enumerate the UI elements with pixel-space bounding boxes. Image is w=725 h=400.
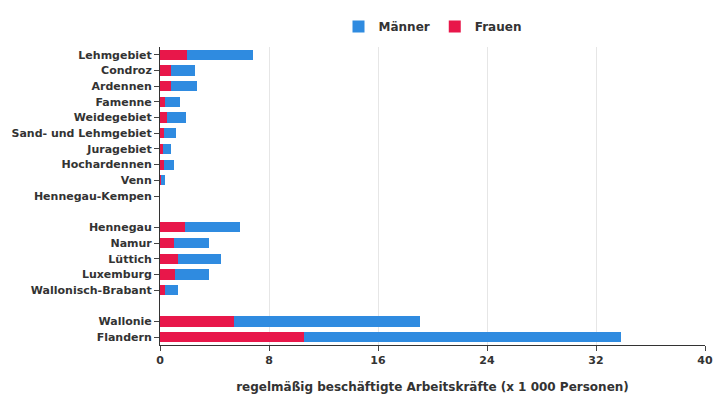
svg-text:Lüttich: Lüttich [108,253,151,266]
svg-text:Flandern: Flandern [97,331,152,344]
svg-text:32: 32 [588,354,603,367]
svg-text:Juragebiet: Juragebiet [86,143,151,156]
svg-text:Condroz: Condroz [101,64,152,77]
svg-text:Namur: Namur [110,237,152,250]
svg-text:Famenne: Famenne [95,96,151,109]
svg-text:Ardennen: Ardennen [92,80,152,93]
svg-text:16: 16 [370,354,386,367]
svg-text:Hochardennen: Hochardennen [62,158,152,171]
svg-text:Frauen: Frauen [475,20,522,34]
svg-text:Wallonie: Wallonie [98,315,151,328]
svg-text:Hennegau-Kempen: Hennegau-Kempen [34,190,152,203]
svg-text:24: 24 [479,354,495,367]
svg-text:Venn: Venn [121,174,152,187]
svg-text:regelmäßig beschäftigte Arbeit: regelmäßig beschäftigte Arbeitskräfte (x… [236,380,629,394]
svg-text:Weidegebiet: Weidegebiet [74,111,152,124]
svg-text:40: 40 [697,354,713,367]
svg-text:Sand- und Lehmgebiet: Sand- und Lehmgebiet [12,127,152,140]
svg-text:0: 0 [156,354,164,367]
svg-text:Luxemburg: Luxemburg [82,268,152,281]
svg-text:Männer: Männer [379,20,430,34]
svg-text:Wallonisch-Brabant: Wallonisch-Brabant [31,284,152,297]
svg-text:8: 8 [265,354,273,367]
svg-text:Lehmgebiet: Lehmgebiet [78,49,151,62]
svg-text:Hennegau: Hennegau [89,221,152,234]
